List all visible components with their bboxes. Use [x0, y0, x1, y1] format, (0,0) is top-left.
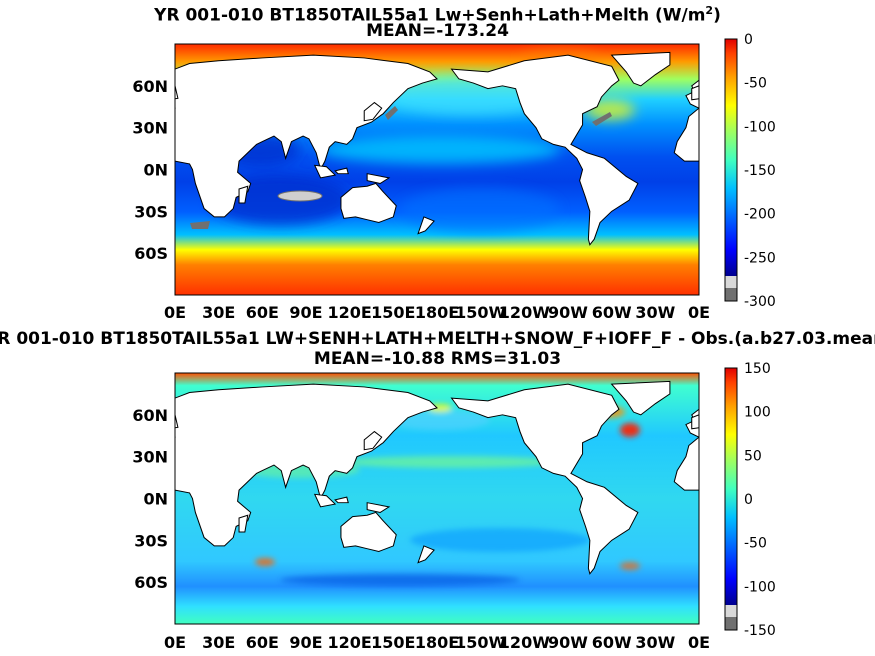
bottom-panel-title: YR 001-010 BT1850TAIL55a1 LW+SENH+LATH+M… [0, 329, 875, 349]
colorbar-tick-label: -200 [744, 207, 776, 223]
lat-tick-label: 30S [134, 531, 168, 550]
lon-tick-label: 150W [455, 633, 506, 652]
lon-tick-label: 120E [328, 633, 372, 652]
lon-tick-label: 120W [499, 303, 550, 322]
top-panel-title: YR 001-010 BT1850TAIL55a1 Lw+Senh+Lath+M… [154, 4, 721, 26]
lat-tick-label: 60S [134, 244, 168, 263]
lon-tick-label: 150E [371, 303, 415, 322]
lon-tick-label: 0E [164, 303, 186, 322]
lat-tick-label: 30S [134, 202, 168, 221]
colorbar-tick-label: -50 [744, 76, 767, 92]
lon-tick-label: 30E [202, 303, 235, 322]
lon-tick-label: 90W [548, 633, 588, 652]
lon-tick-label: 30W [635, 633, 675, 652]
lat-tick-label: 0N [143, 490, 168, 509]
lat-tick-label: 60S [134, 573, 168, 592]
colorbar-tick-label: -100 [744, 579, 776, 595]
lon-tick-label: 180E [415, 633, 459, 652]
lon-tick-label: 120W [499, 633, 550, 652]
lon-tick-label: 150W [455, 303, 506, 322]
lon-tick-label: 0E [688, 633, 710, 652]
lon-tick-label: 60E [246, 633, 279, 652]
colorbar-tick-label: -100 [744, 119, 776, 135]
lat-tick-label: 60N [132, 77, 168, 96]
lon-tick-label: 180E [415, 303, 459, 322]
colorbar-tick-label: 0 [744, 492, 753, 508]
colorbar-tick-label: 0 [744, 32, 753, 48]
top-panel-subtitle: MEAN=-173.24 [366, 21, 509, 41]
lon-tick-label: 90E [289, 633, 322, 652]
lon-tick-label: 60W [592, 633, 632, 652]
lon-tick-label: 150E [371, 633, 415, 652]
lon-tick-label: 0E [164, 633, 186, 652]
colorbar-tick-label: -300 [744, 294, 776, 310]
lon-tick-label: 0E [688, 303, 710, 322]
lat-tick-label: 30N [132, 119, 168, 138]
lon-tick-label: 30W [635, 303, 675, 322]
colorbar-tick-label: -150 [744, 163, 776, 179]
lon-tick-label: 30E [202, 633, 235, 652]
lon-tick-label: 60W [592, 303, 632, 322]
colorbar-tick-label: 100 [744, 405, 771, 421]
bottom-colorbar [724, 367, 738, 631]
lat-tick-label: 30N [132, 448, 168, 467]
bottom-panel-subtitle: MEAN=-10.88 RMS=31.03 [313, 349, 562, 369]
colorbar-tick-label: -50 [744, 536, 767, 552]
colorbar-tick-label: 50 [744, 448, 762, 464]
lon-tick-label: 90W [548, 303, 588, 322]
bottom-map [174, 372, 700, 625]
lat-tick-label: 60N [132, 406, 168, 425]
colorbar-tick-label: 150 [744, 361, 771, 377]
top-colorbar [724, 38, 738, 302]
top-map [174, 43, 700, 296]
colorbar-tick-label: -250 [744, 250, 776, 266]
lon-tick-label: 120E [328, 303, 372, 322]
lon-tick-label: 60E [246, 303, 279, 322]
colorbar-tick-label: -150 [744, 623, 776, 639]
lon-tick-label: 90E [289, 303, 322, 322]
lat-tick-label: 0N [143, 161, 168, 180]
